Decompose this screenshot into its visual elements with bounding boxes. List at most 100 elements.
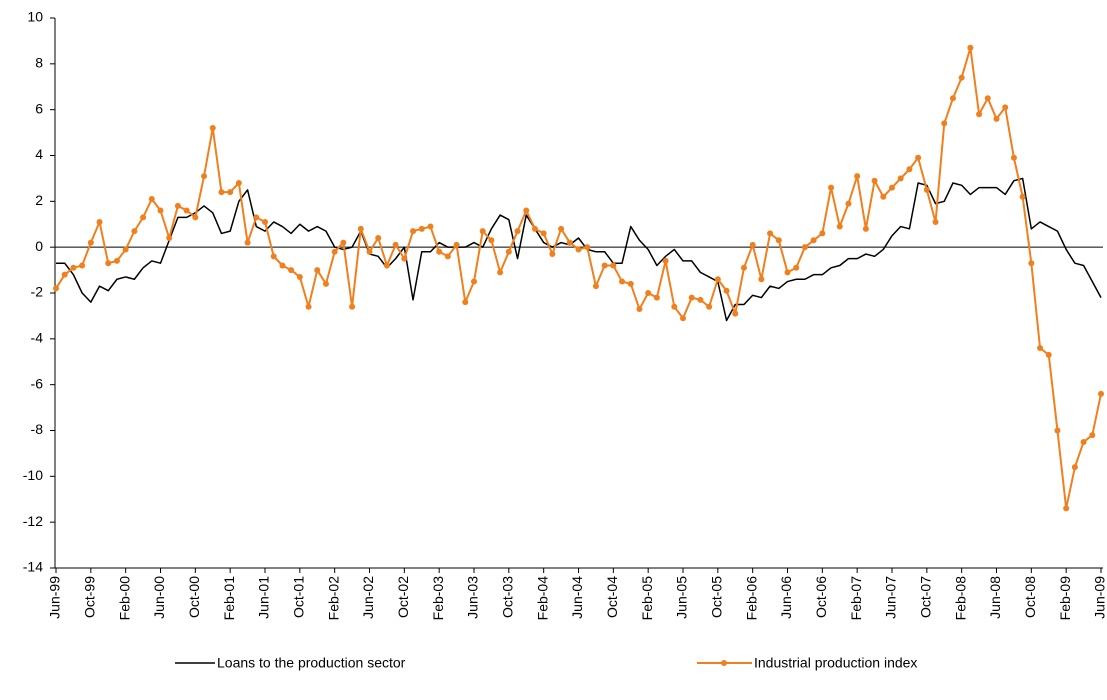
point bbox=[174, 202, 181, 209]
point bbox=[349, 303, 356, 310]
point bbox=[1080, 438, 1087, 445]
point bbox=[854, 173, 861, 180]
point bbox=[819, 230, 826, 237]
point bbox=[1019, 193, 1026, 200]
point bbox=[418, 225, 425, 232]
x-tick-label: Oct-01 bbox=[291, 576, 307, 618]
y-tick-label: 0 bbox=[35, 238, 43, 254]
y-tick-label: -4 bbox=[31, 330, 44, 346]
x-tick-label: Feb-09 bbox=[1057, 576, 1073, 621]
x-tick-label: Feb-01 bbox=[221, 576, 237, 621]
point bbox=[1010, 154, 1017, 161]
x-tick-label: Jun-99 bbox=[47, 576, 63, 619]
point bbox=[758, 276, 765, 283]
point bbox=[462, 299, 469, 306]
point bbox=[479, 228, 486, 235]
point bbox=[270, 253, 277, 260]
point bbox=[880, 193, 887, 200]
point bbox=[915, 154, 922, 161]
point bbox=[453, 241, 460, 248]
x-tick-label: Jun-01 bbox=[256, 576, 272, 619]
x-tick-label: Oct-02 bbox=[395, 576, 411, 618]
x-tick-label: Feb-02 bbox=[325, 576, 341, 621]
x-tick-label: Feb-03 bbox=[430, 576, 446, 621]
point bbox=[401, 255, 408, 262]
y-tick-label: 10 bbox=[27, 9, 43, 25]
point bbox=[427, 223, 434, 230]
x-tick-label: Oct-99 bbox=[82, 576, 98, 618]
point bbox=[592, 283, 599, 290]
point bbox=[697, 296, 704, 303]
point bbox=[584, 244, 591, 251]
point bbox=[1089, 432, 1096, 439]
point bbox=[262, 218, 268, 225]
x-tick-label: Oct-06 bbox=[813, 576, 829, 618]
point bbox=[793, 264, 800, 271]
point bbox=[410, 228, 417, 235]
point bbox=[889, 184, 895, 191]
series-line bbox=[56, 177, 1102, 322]
point bbox=[828, 184, 835, 191]
x-tick-label: Oct-04 bbox=[604, 576, 620, 618]
point bbox=[706, 303, 713, 310]
x-tick-label: Jun-07 bbox=[883, 576, 899, 619]
x-tick-label: Jun-04 bbox=[569, 576, 585, 619]
y-tick-label: 6 bbox=[35, 100, 43, 116]
y-tick-label: 8 bbox=[35, 55, 43, 71]
x-tick-label: Feb-05 bbox=[639, 576, 655, 621]
point bbox=[906, 166, 913, 173]
point bbox=[192, 214, 199, 221]
point bbox=[993, 115, 1000, 122]
point bbox=[1028, 260, 1035, 267]
point bbox=[967, 44, 974, 51]
point bbox=[897, 175, 904, 182]
legend-label: Loans to the production sector bbox=[217, 655, 406, 671]
x-tick-label: Feb-04 bbox=[534, 576, 550, 621]
point bbox=[1037, 345, 1044, 351]
point bbox=[314, 267, 321, 274]
x-tick-label: Jun-03 bbox=[465, 576, 481, 619]
point bbox=[1098, 390, 1104, 397]
point bbox=[1054, 427, 1061, 434]
point bbox=[540, 230, 547, 237]
point bbox=[375, 235, 382, 241]
point bbox=[166, 235, 173, 241]
point bbox=[436, 248, 443, 255]
point bbox=[53, 285, 59, 292]
point bbox=[749, 241, 756, 248]
x-tick-label: Jun-00 bbox=[151, 576, 167, 619]
x-tick-label: Oct-08 bbox=[1022, 576, 1038, 618]
y-tick-label: -12 bbox=[23, 513, 43, 529]
y-tick-label: -6 bbox=[31, 375, 44, 391]
point bbox=[201, 173, 208, 180]
point bbox=[575, 246, 582, 253]
point bbox=[1045, 351, 1052, 358]
point bbox=[932, 218, 939, 225]
point bbox=[279, 262, 286, 269]
point bbox=[383, 262, 390, 269]
point bbox=[636, 306, 643, 313]
x-tick-label: Oct-05 bbox=[709, 576, 725, 618]
point bbox=[801, 244, 808, 251]
x-tick-label: Jun-02 bbox=[360, 576, 376, 619]
point bbox=[836, 223, 843, 230]
point bbox=[366, 248, 373, 255]
point bbox=[227, 189, 234, 196]
point bbox=[984, 95, 991, 102]
point bbox=[627, 280, 634, 287]
point bbox=[784, 269, 791, 276]
y-tick-label: 2 bbox=[35, 192, 43, 208]
point bbox=[688, 294, 695, 301]
point bbox=[305, 303, 312, 310]
x-tick-label: Oct-07 bbox=[918, 576, 934, 618]
point bbox=[949, 95, 956, 102]
point bbox=[566, 239, 573, 246]
x-tick-label: Oct-00 bbox=[186, 576, 202, 618]
x-tick-label: Feb-00 bbox=[116, 576, 132, 621]
point bbox=[767, 230, 774, 237]
point bbox=[209, 125, 216, 131]
point bbox=[183, 207, 190, 214]
point bbox=[148, 196, 155, 203]
point bbox=[549, 251, 556, 258]
